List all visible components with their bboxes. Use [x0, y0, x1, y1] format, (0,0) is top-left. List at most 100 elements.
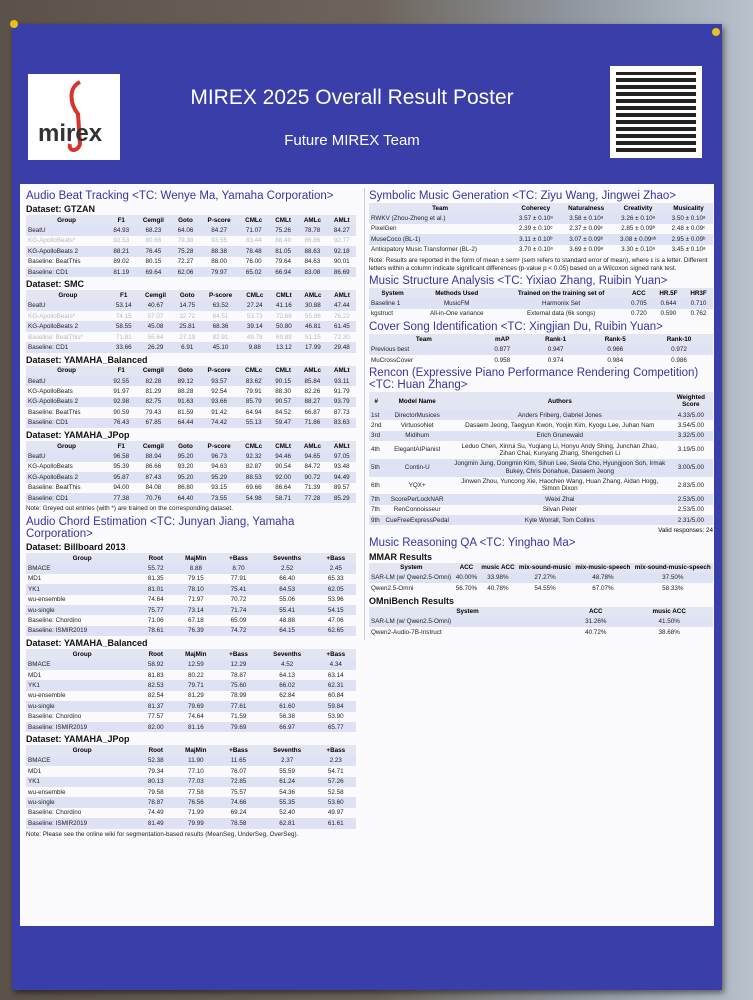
table-cell: Baseline: CD1: [26, 266, 108, 278]
table-cell: KG-ApolloBeats: [28, 388, 73, 395]
table-cell: 40.00%: [453, 572, 480, 584]
table-row: wu-ensemble 74.64 71.97 70.72 55.06 53.96: [26, 595, 356, 605]
table-cell: 86.86: [304, 237, 321, 245]
table-cell: 76.00: [245, 258, 262, 266]
table-row: wu-single 75.77 73.14 71.74 55.41 54.15: [26, 605, 356, 616]
header-row: Team mAP Rank-1 Rank-5 Rank-10: [369, 334, 713, 345]
column-header: MajMin: [173, 553, 219, 564]
table-cell: 49.97: [327, 809, 344, 817]
table-row: Baseline: Chordino 74.49 71.99 69.24 52.40 49…: [26, 808, 356, 818]
column-header: Goto: [171, 215, 200, 226]
section-title: Symbolic Music Generation <TC: Ziyu Wang…: [369, 190, 677, 202]
table-row: wu-ensemble 79.58 77.58 75.57 54.36 52.58: [26, 787, 356, 797]
table-cell: 94.00: [113, 484, 130, 492]
column-header: CMLt: [269, 290, 298, 301]
section: Music Structure Analysis <TC: Yixiao Zha…: [369, 275, 713, 319]
table-cell: VirtuosoNet: [400, 421, 434, 429]
table-cell: 0.590: [660, 310, 677, 318]
table-cell: Jinwen Zhou, Yuncong Xie, Haochen Wang, …: [461, 478, 659, 493]
table-cell: 52.40: [279, 809, 296, 817]
column-header: P-score: [201, 290, 240, 301]
table-cell: 14.75: [173, 300, 202, 312]
table-cell: ScorePerLockNAR: [383, 494, 451, 505]
table-cell: Baseline: Chordino: [28, 713, 82, 721]
table-cell: 84.72: [304, 463, 321, 471]
table-row: Baseline: BeatThis 89.02 80.15 72.27 88.00 76…: [26, 257, 356, 267]
table-row: Qwen2-Audio-7B-Instruct 40.72% 38.68%: [369, 627, 713, 637]
column-header: MajMin: [173, 649, 219, 660]
table-cell: 67.18: [187, 617, 204, 625]
table-cell: 58.55: [109, 321, 138, 332]
table-cell: 78.58: [218, 818, 259, 829]
table-cell: 64.06: [171, 225, 200, 236]
dataset-heading: Dataset: YAMAHA_Balanced: [26, 638, 148, 649]
table-cell: 62.65: [315, 625, 356, 637]
table-head: Group F1 Cemgil Goto P-score CMLc CMLt AMLc AMLt: [26, 441, 356, 452]
table-cell: 3.07 ± 0.09ᵇ: [560, 234, 613, 245]
table-cell: 79.97: [199, 266, 239, 278]
table-cell: 78.61: [138, 625, 174, 637]
table-row: YK1 80.13 77.03 72.85 61.24 57.26: [26, 776, 356, 787]
column-header: Group: [26, 649, 139, 660]
column-header: +Bass: [315, 745, 356, 756]
table-cell: 90.57: [268, 396, 298, 408]
table-cell: 76.22: [334, 312, 350, 320]
column-header: mAP: [478, 334, 526, 345]
table-row: 5th Contin-U Jongmin Jung, Dongmin Kim, Si…: [369, 458, 713, 477]
title: MIREX 2025 Overall Result Poster: [190, 86, 514, 109]
table-cell: 88.00: [211, 258, 227, 266]
table-cell: 90.54: [275, 463, 291, 471]
table-body: BMACE 58.92 12.59 12.29 4.52 4.34 MD1 81.83 80.2…: [26, 659, 356, 733]
table-cell: 69.24: [230, 809, 247, 817]
table-row: 9th CueFreeExpressPedal Kyle Worrall, Tom …: [369, 515, 713, 526]
table-row: Baseline: ISMIR2019 82.00 81.16 79.69 66.97 6…: [26, 722, 356, 733]
table-cell: 50.80: [269, 321, 298, 332]
table-cell: BeatU: [26, 300, 110, 312]
table-cell: Baseline: BeatThis: [28, 484, 81, 492]
table-row: Baseline: ISMIR2019 81.49 79.99 78.58 62.81 6…: [26, 818, 356, 829]
table-cell: 79.71: [173, 680, 219, 691]
column-header: ACC: [566, 606, 626, 617]
table-head: System ACC music ACC mix-sound-music mix-mus…: [369, 562, 713, 573]
column-header: HR.5F: [652, 288, 685, 299]
table-body: BeatU 53.14 40.67 14.75 63.52 27.24 41.16 30.88…: [26, 300, 356, 353]
content: Audio Beat Tracking <TC: Wenye Ma, Yamah…: [20, 184, 714, 926]
table-cell: 93.57: [199, 375, 239, 387]
table-cell: 92.53: [113, 237, 130, 245]
table-cell: 79.43: [145, 408, 162, 416]
column-header: CMLc: [238, 441, 269, 452]
table-row: Qwen2.5-Omni 56.70% 40.78% 54.55% 67.07% 58.3…: [369, 583, 713, 593]
table-row: MD1 81.83 80.22 78.87 64.13 63.14: [26, 670, 356, 680]
header-row: Group Root MajMin +Bass Sevenths +Bass: [26, 745, 356, 756]
column-header: CMLc: [238, 215, 269, 226]
column-header: Authors: [450, 392, 669, 410]
dataset-heading: MMAR Results: [369, 551, 433, 562]
table-cell: 94.49: [327, 472, 356, 483]
table-cell: 48.88: [279, 617, 296, 625]
table-cell: 11.90: [173, 755, 219, 767]
table-cell: 55.35: [258, 797, 316, 808]
note: Note: Greyed out entries (with *) are tr…: [26, 505, 233, 513]
table-cell: 67.85: [135, 417, 172, 429]
table-cell: kgstruct: [371, 310, 394, 318]
table-row: Baseline: CD1 77.38 70.76 64.40 73.55 54.98 58…: [26, 493, 356, 504]
table-cell: wu-single: [26, 605, 139, 616]
table-cell: 0.877: [478, 344, 526, 355]
table-cell: 0.644: [652, 298, 685, 309]
table-cell: 2.37 ± 0.09ᶜ: [569, 225, 603, 233]
logo-note: [67, 80, 83, 152]
table-cell: 90.15: [268, 375, 298, 387]
table-cell: 79.99: [173, 818, 219, 829]
table-cell: 55.41: [258, 605, 316, 616]
table-cell: 88.21: [107, 246, 136, 257]
header-row: System Methods Used Trained on the trainin…: [369, 288, 713, 299]
column-header: Methods Used: [416, 288, 498, 299]
table-cell: 64.15: [258, 625, 316, 637]
table-cell: 27.24: [239, 300, 270, 312]
table-row: KG-ApolloBeats 91.97 81.29 88.28 92.54 79.91 8…: [26, 386, 356, 396]
table-cell: 74.42: [199, 417, 239, 429]
column-header: Cemgil: [137, 290, 174, 301]
table-cell: 2.53/5.00: [677, 506, 704, 514]
table-cell: 61.61: [315, 818, 356, 829]
